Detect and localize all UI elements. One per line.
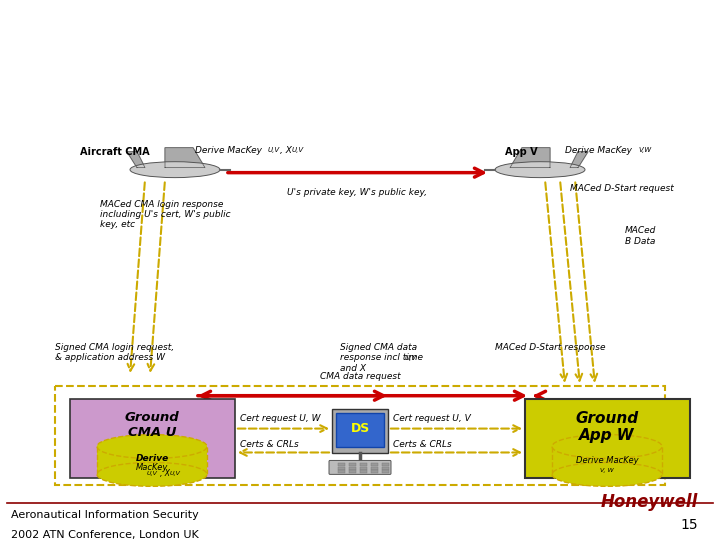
Polygon shape: [510, 148, 550, 167]
Ellipse shape: [97, 435, 207, 458]
Text: Aircraft CMA: Aircraft CMA: [80, 147, 150, 157]
Text: Derive MacKey: Derive MacKey: [576, 456, 639, 465]
FancyBboxPatch shape: [371, 463, 378, 466]
FancyBboxPatch shape: [329, 461, 391, 474]
FancyBboxPatch shape: [348, 463, 356, 466]
Text: Aeronautical Information Security: Aeronautical Information Security: [11, 510, 199, 520]
Text: Secure Session Establishment Process: Secure Session Establishment Process: [16, 17, 618, 45]
Text: Cert request U, V: Cert request U, V: [393, 414, 471, 423]
Text: Signed CMA login request,
& application address W: Signed CMA login request, & application …: [55, 343, 174, 362]
Text: U,V: U,V: [147, 471, 158, 476]
Text: MACed
B Data: MACed B Data: [625, 226, 657, 246]
Text: Signed CMA data
response incl time
and X: Signed CMA data response incl time and X: [340, 343, 423, 373]
Polygon shape: [127, 152, 145, 167]
FancyBboxPatch shape: [525, 399, 690, 478]
Ellipse shape: [552, 435, 662, 458]
FancyBboxPatch shape: [382, 467, 390, 470]
Text: 2002 ATN Conference, London UK: 2002 ATN Conference, London UK: [11, 530, 199, 540]
Polygon shape: [165, 148, 205, 167]
Text: 15: 15: [681, 518, 698, 532]
Polygon shape: [570, 152, 588, 167]
Text: Ground
CMA U: Ground CMA U: [125, 410, 179, 438]
Text: Derive: Derive: [135, 455, 168, 463]
Text: , X: , X: [280, 146, 292, 155]
Text: MACed D-Start request: MACed D-Start request: [570, 184, 674, 193]
FancyBboxPatch shape: [338, 467, 345, 470]
Ellipse shape: [130, 161, 220, 178]
Text: Cert request U, W: Cert request U, W: [240, 414, 320, 423]
Text: MACed D-Start response: MACed D-Start response: [495, 343, 606, 352]
FancyBboxPatch shape: [70, 399, 235, 478]
FancyBboxPatch shape: [382, 470, 390, 473]
Text: MACed CMA login response
including U's cert, W's public
key, etc: MACed CMA login response including U's c…: [100, 199, 230, 230]
Text: V,W: V,W: [638, 147, 651, 153]
Text: MacKey: MacKey: [136, 463, 168, 472]
Ellipse shape: [552, 462, 662, 487]
Text: Derive MacKey: Derive MacKey: [565, 146, 632, 155]
Ellipse shape: [97, 462, 207, 487]
Text: U,V: U,V: [292, 147, 304, 153]
Text: U's private key, W's public key,: U's private key, W's public key,: [287, 187, 427, 197]
Text: V, W: V, W: [600, 468, 614, 474]
FancyBboxPatch shape: [371, 467, 378, 470]
Text: Honeywell: Honeywell: [601, 493, 698, 511]
FancyBboxPatch shape: [360, 470, 367, 473]
Text: U,V: U,V: [405, 355, 417, 361]
Text: U,V: U,V: [268, 147, 280, 153]
FancyBboxPatch shape: [338, 463, 345, 466]
Text: DS: DS: [351, 422, 369, 435]
FancyBboxPatch shape: [552, 447, 662, 474]
FancyBboxPatch shape: [360, 463, 367, 466]
FancyBboxPatch shape: [371, 470, 378, 473]
FancyBboxPatch shape: [336, 413, 384, 448]
Text: Derive MacKey: Derive MacKey: [195, 146, 262, 155]
Text: Ground
App W: Ground App W: [575, 410, 639, 443]
FancyBboxPatch shape: [382, 463, 390, 466]
Text: , X: , X: [160, 469, 170, 478]
FancyBboxPatch shape: [360, 467, 367, 470]
Ellipse shape: [495, 161, 585, 178]
FancyBboxPatch shape: [348, 470, 356, 473]
FancyBboxPatch shape: [97, 447, 207, 474]
FancyBboxPatch shape: [332, 409, 388, 454]
Text: CMA data request: CMA data request: [320, 372, 400, 381]
FancyBboxPatch shape: [348, 467, 356, 470]
Text: U,V: U,V: [170, 471, 181, 476]
FancyBboxPatch shape: [338, 470, 345, 473]
Text: Certs & CRLs: Certs & CRLs: [240, 441, 299, 449]
Text: Certs & CRLs: Certs & CRLs: [393, 441, 451, 449]
Text: App V: App V: [505, 147, 538, 157]
